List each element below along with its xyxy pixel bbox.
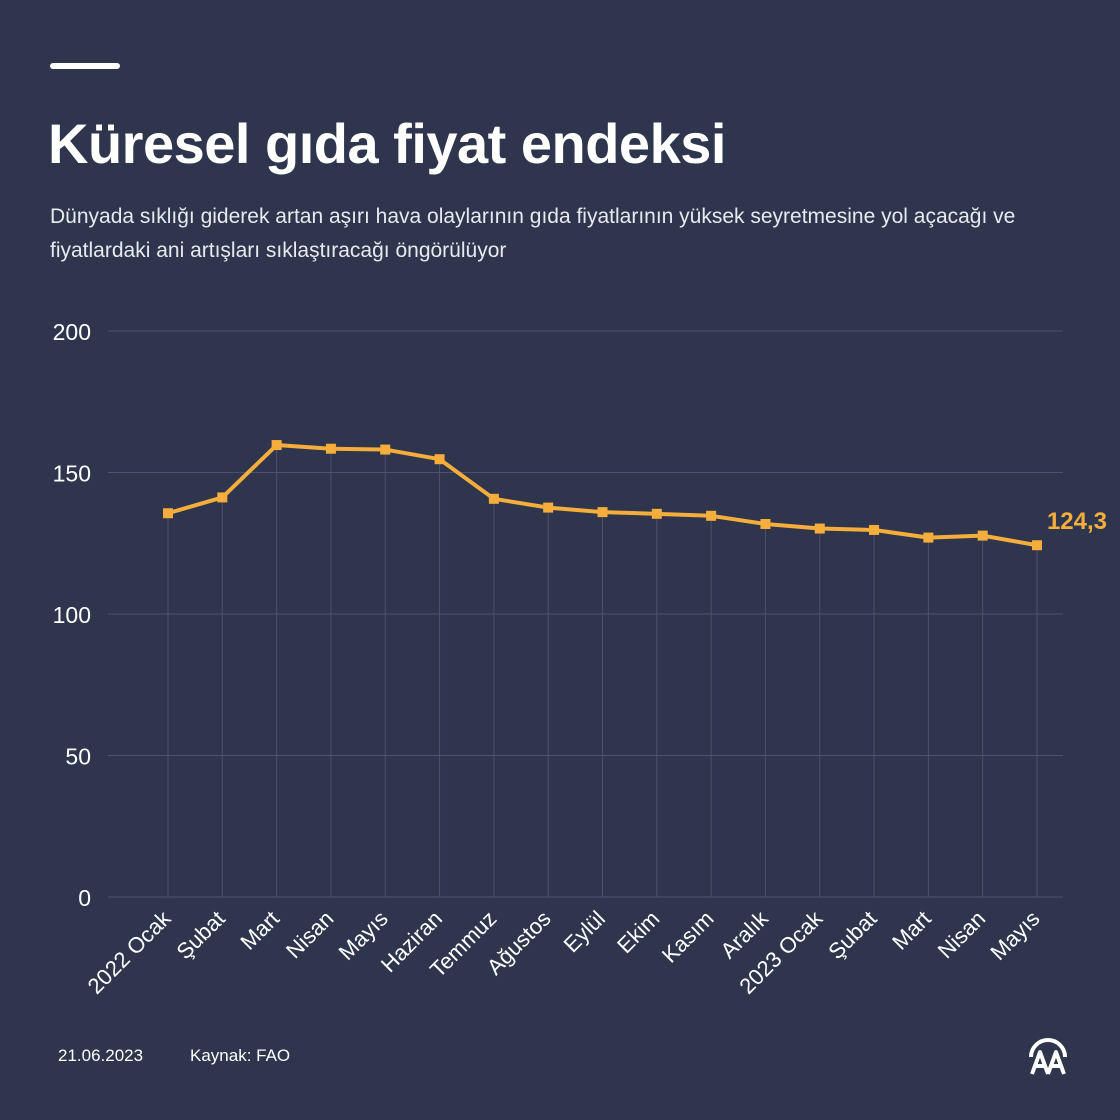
x-tick-label: Mayıs bbox=[985, 906, 1044, 965]
aa-logo-icon bbox=[1029, 1038, 1067, 1075]
title-accent-bar bbox=[50, 63, 120, 69]
data-point bbox=[434, 454, 445, 465]
data-label: 124,3 bbox=[1047, 508, 1107, 535]
x-tick-label: 2022 Ocak bbox=[83, 905, 177, 999]
x-tick-label: Mart bbox=[887, 906, 936, 955]
y-tick-label: 0 bbox=[78, 885, 91, 911]
data-point bbox=[488, 493, 499, 504]
data-point bbox=[163, 508, 173, 519]
data-point bbox=[869, 524, 880, 535]
data-point bbox=[1032, 540, 1042, 551]
y-tick-label: 50 bbox=[65, 744, 91, 770]
page-title: Küresel gıda fiyat endeksi bbox=[48, 112, 726, 175]
chart-grid bbox=[108, 330, 1063, 898]
data-point bbox=[597, 507, 608, 518]
y-tick-label: 100 bbox=[53, 602, 91, 628]
x-tick-label: Nisan bbox=[281, 906, 338, 963]
x-tick-label: Nisan bbox=[933, 906, 990, 963]
data-point bbox=[543, 502, 554, 513]
data-point bbox=[977, 530, 988, 541]
x-tick-label: Eylül bbox=[559, 906, 610, 957]
data-point bbox=[217, 492, 228, 503]
x-tick-label: Şubat bbox=[172, 906, 230, 964]
data-point bbox=[271, 440, 282, 451]
y-tick-label: 150 bbox=[53, 461, 91, 487]
chart-labels: 124,3 bbox=[1047, 508, 1107, 535]
x-tick-label: Şubat bbox=[823, 906, 881, 964]
footer-date: 21.06.2023 bbox=[58, 1046, 144, 1065]
data-point bbox=[814, 523, 825, 534]
data-point bbox=[380, 444, 391, 455]
data-point bbox=[760, 519, 771, 530]
data-point bbox=[651, 508, 662, 519]
y-tick-label: 200 bbox=[53, 319, 91, 345]
data-point bbox=[706, 510, 717, 521]
data-point bbox=[325, 443, 336, 454]
page-subtitle: Dünyada sıklığı giderek artan aşırı hava… bbox=[50, 205, 1016, 262]
x-tick-label: Kasım bbox=[657, 906, 719, 968]
data-point bbox=[923, 532, 934, 543]
footer-source: Kaynak: FAO bbox=[190, 1046, 291, 1065]
chart-series bbox=[163, 440, 1042, 551]
x-tick-label: Mart bbox=[235, 906, 284, 955]
